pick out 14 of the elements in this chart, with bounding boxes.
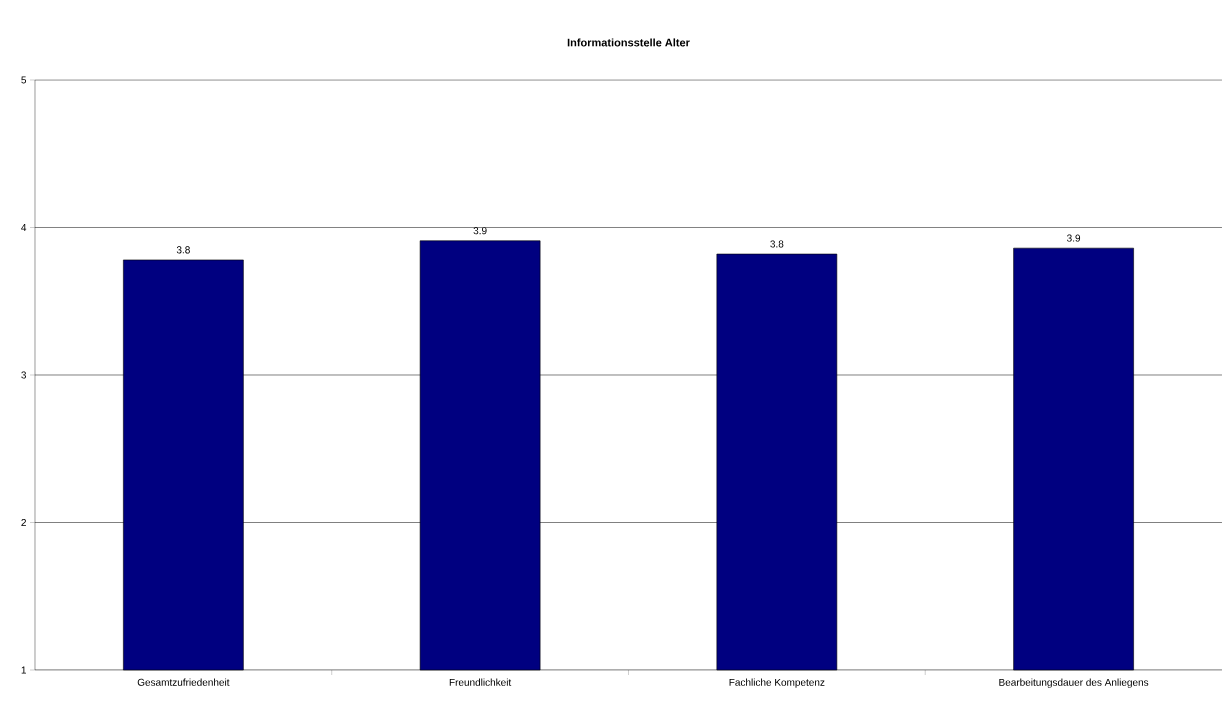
y-tick-label: 3: [21, 371, 27, 379]
y-tick-label: 2: [21, 519, 26, 526]
data-label: 3.9: [1067, 234, 1081, 242]
y-tick-label: 4: [21, 224, 27, 231]
data-label: 3.8: [176, 246, 190, 254]
data-label: 3.8: [770, 240, 784, 248]
x-tick-label: Freundlichkeit: [449, 678, 512, 686]
y-tick-label: 1: [21, 666, 26, 674]
y-tick-label: 5: [21, 76, 27, 84]
x-tick-label: Fachliche Kompetenz: [729, 678, 825, 688]
chart-title: Informationsstelle Alter: [567, 38, 690, 47]
x-tick-label: Gesamtzufriedenheit: [137, 678, 230, 686]
data-label: 3.9: [473, 227, 487, 235]
x-tick-label: Bearbeitungsdauer des Anliegens: [999, 678, 1149, 688]
